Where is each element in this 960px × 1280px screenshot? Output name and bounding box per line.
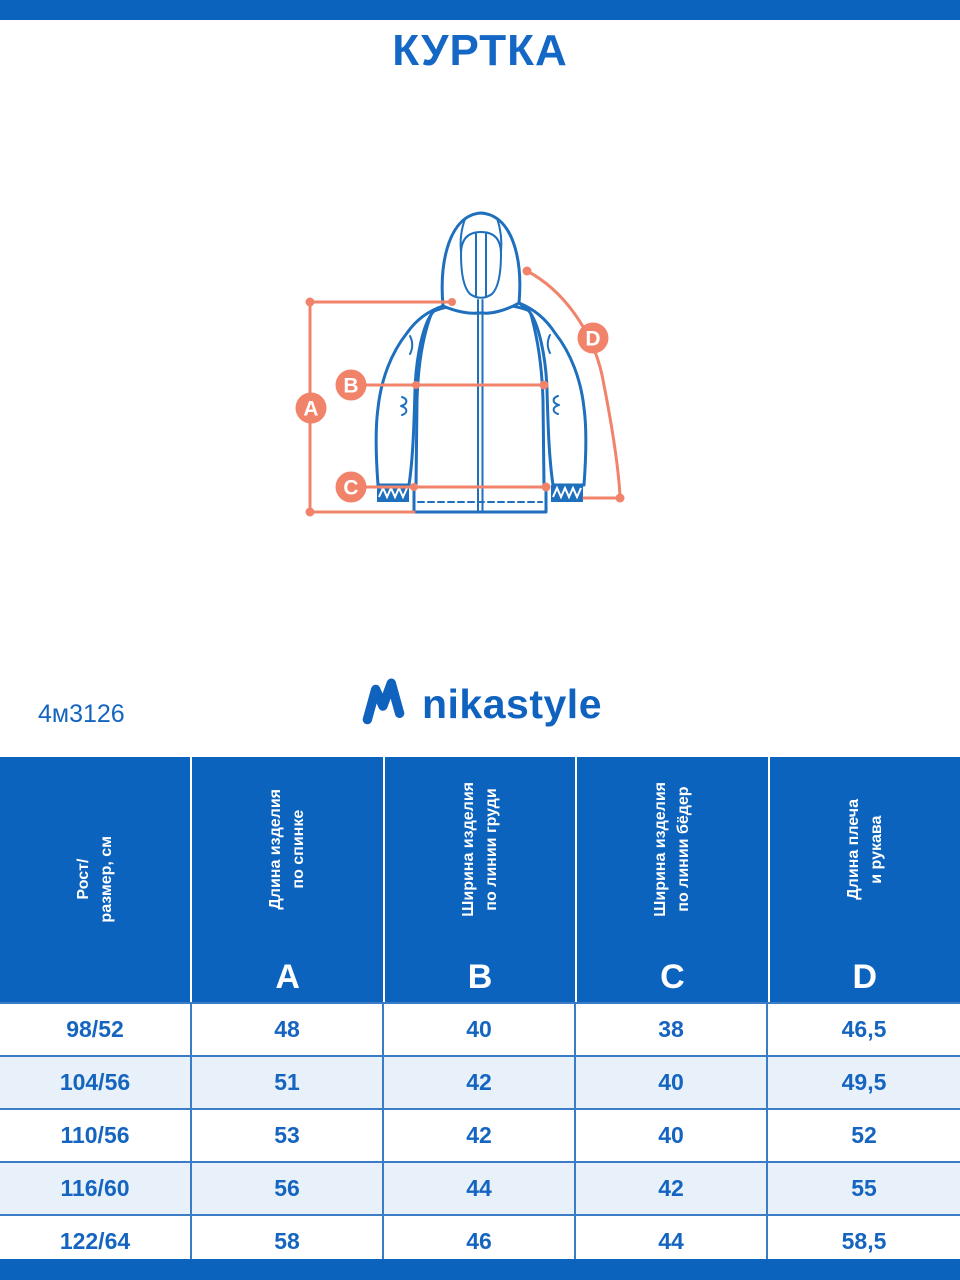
brand-logo: nikastyle xyxy=(360,678,602,730)
header-title-c: Ширина изделия по линии бёдер xyxy=(649,782,695,917)
cell-c: 44 xyxy=(576,1216,768,1267)
cell-d: 58,5 xyxy=(841,1228,887,1254)
cell-d: 49,5 xyxy=(841,1069,887,1095)
cell-c: 40 xyxy=(576,1110,768,1161)
measurement-c-label: C xyxy=(343,477,358,500)
cell-a: 53 xyxy=(192,1110,384,1161)
cell-d: 52 xyxy=(851,1122,877,1148)
header-line: Рост/ xyxy=(75,859,92,901)
cell-a: 58 xyxy=(192,1216,384,1267)
measurement-a-label: A xyxy=(303,398,318,421)
size-table-body: 98/52 48 40 38 46,5 104/56 51 42 40 49,5… xyxy=(0,1002,960,1269)
cell-b: 46 xyxy=(384,1216,576,1267)
cell-size: 116/60 xyxy=(0,1163,192,1214)
cell-d: 55 xyxy=(851,1175,877,1201)
top-accent-bar xyxy=(0,0,960,20)
cell-c: 38 xyxy=(576,1004,768,1055)
cell-size: 98/52 xyxy=(0,1004,192,1055)
jacket-zipper xyxy=(477,299,484,512)
cell-a: 48 xyxy=(192,1004,384,1055)
fold-detail-right-top xyxy=(546,334,551,354)
fold-detail-left-mid xyxy=(400,396,408,416)
fold-detail-right-mid xyxy=(552,395,560,415)
measurement-b: B xyxy=(335,369,549,401)
header-line: Ширина изделия xyxy=(459,782,477,917)
header-letter-a: A xyxy=(275,958,300,996)
cell-b: 40 xyxy=(384,1004,576,1055)
hood-opening xyxy=(460,231,502,299)
header-line: Длина изделия xyxy=(267,789,285,910)
table-row: 98/52 48 40 38 46,5 xyxy=(0,1004,960,1057)
cell-d: 46,5 xyxy=(841,1016,887,1042)
header-title-size: Рост/ размер, см xyxy=(72,836,118,923)
measurement-lines: A B C D xyxy=(295,266,625,517)
table-row: 104/56 51 42 40 49,5 xyxy=(0,1057,960,1110)
jacket-illustration xyxy=(374,211,588,514)
header-line: Длина плеча xyxy=(844,799,862,900)
table-row: 110/56 53 42 40 52 xyxy=(0,1110,960,1163)
header-cell-size: Рост/ размер, см xyxy=(0,757,191,1002)
jacket-hem xyxy=(412,485,548,514)
header-title-b: Ширина изделия по линии груди xyxy=(457,782,503,917)
header-line: размер, см xyxy=(98,836,116,923)
header-cell-c: Ширина изделия по линии бёдер C xyxy=(577,757,768,1002)
header-cell-a: Длина изделия по спинке A xyxy=(192,757,383,1002)
jacket-left-cuff xyxy=(377,485,409,502)
article-number: 4м3126 xyxy=(38,700,125,728)
header-line: по линии груди xyxy=(482,788,500,911)
header-letter-b: B xyxy=(467,958,493,996)
bottom-accent-bar xyxy=(0,1259,960,1280)
header-line: Ширина изделия xyxy=(652,782,670,917)
header-letter-c: C xyxy=(660,958,685,996)
cell-size: 122/64 xyxy=(0,1216,192,1267)
header-line: по спинке xyxy=(290,810,308,889)
cell-b: 42 xyxy=(384,1057,576,1108)
jacket-left-sleeve xyxy=(374,304,445,487)
header-cell-b: Ширина изделия по линии груди B xyxy=(384,757,576,1002)
measurement-a: A xyxy=(295,297,456,517)
measurement-b-label: B xyxy=(343,375,358,398)
page-title: КУРТКА xyxy=(392,26,568,75)
measurement-d: D xyxy=(522,266,625,503)
measurement-d-label: D xyxy=(585,328,600,351)
cell-a: 56 xyxy=(192,1163,384,1214)
jacket-right-sleeve xyxy=(517,301,588,487)
size-table-header: Рост/ размер, см Длина изделия по спинке… xyxy=(0,757,960,1002)
header-cell-d: Длина плеча и рукава D xyxy=(769,757,960,1002)
cell-c: 42 xyxy=(576,1163,768,1214)
header-title-a: Длина изделия по спинке xyxy=(264,789,310,910)
header-title-d: Длина плеча и рукава xyxy=(842,799,888,900)
table-row: 116/60 56 44 42 55 xyxy=(0,1163,960,1216)
jacket-measurement-diagram: A B C D xyxy=(295,211,625,517)
header-line: и рукава xyxy=(867,815,885,884)
header-line: по линии бёдер xyxy=(675,786,693,913)
cell-b: 42 xyxy=(384,1110,576,1161)
cell-c: 40 xyxy=(576,1057,768,1108)
size-table: Рост/ размер, см Длина изделия по спинке… xyxy=(0,757,960,1269)
measurement-c: C xyxy=(335,471,551,503)
fold-detail-left-top xyxy=(409,335,414,355)
brand-name: nikastyle xyxy=(422,680,602,727)
jacket-right-cuff xyxy=(551,485,583,502)
jacket-torso xyxy=(414,302,546,489)
cell-size: 110/56 xyxy=(0,1110,192,1161)
cell-a: 51 xyxy=(192,1057,384,1108)
cell-size: 104/56 xyxy=(0,1057,192,1108)
cell-b: 44 xyxy=(384,1163,576,1214)
header-letter-d: D xyxy=(852,958,878,996)
nikastyle-logo-icon xyxy=(362,678,405,725)
